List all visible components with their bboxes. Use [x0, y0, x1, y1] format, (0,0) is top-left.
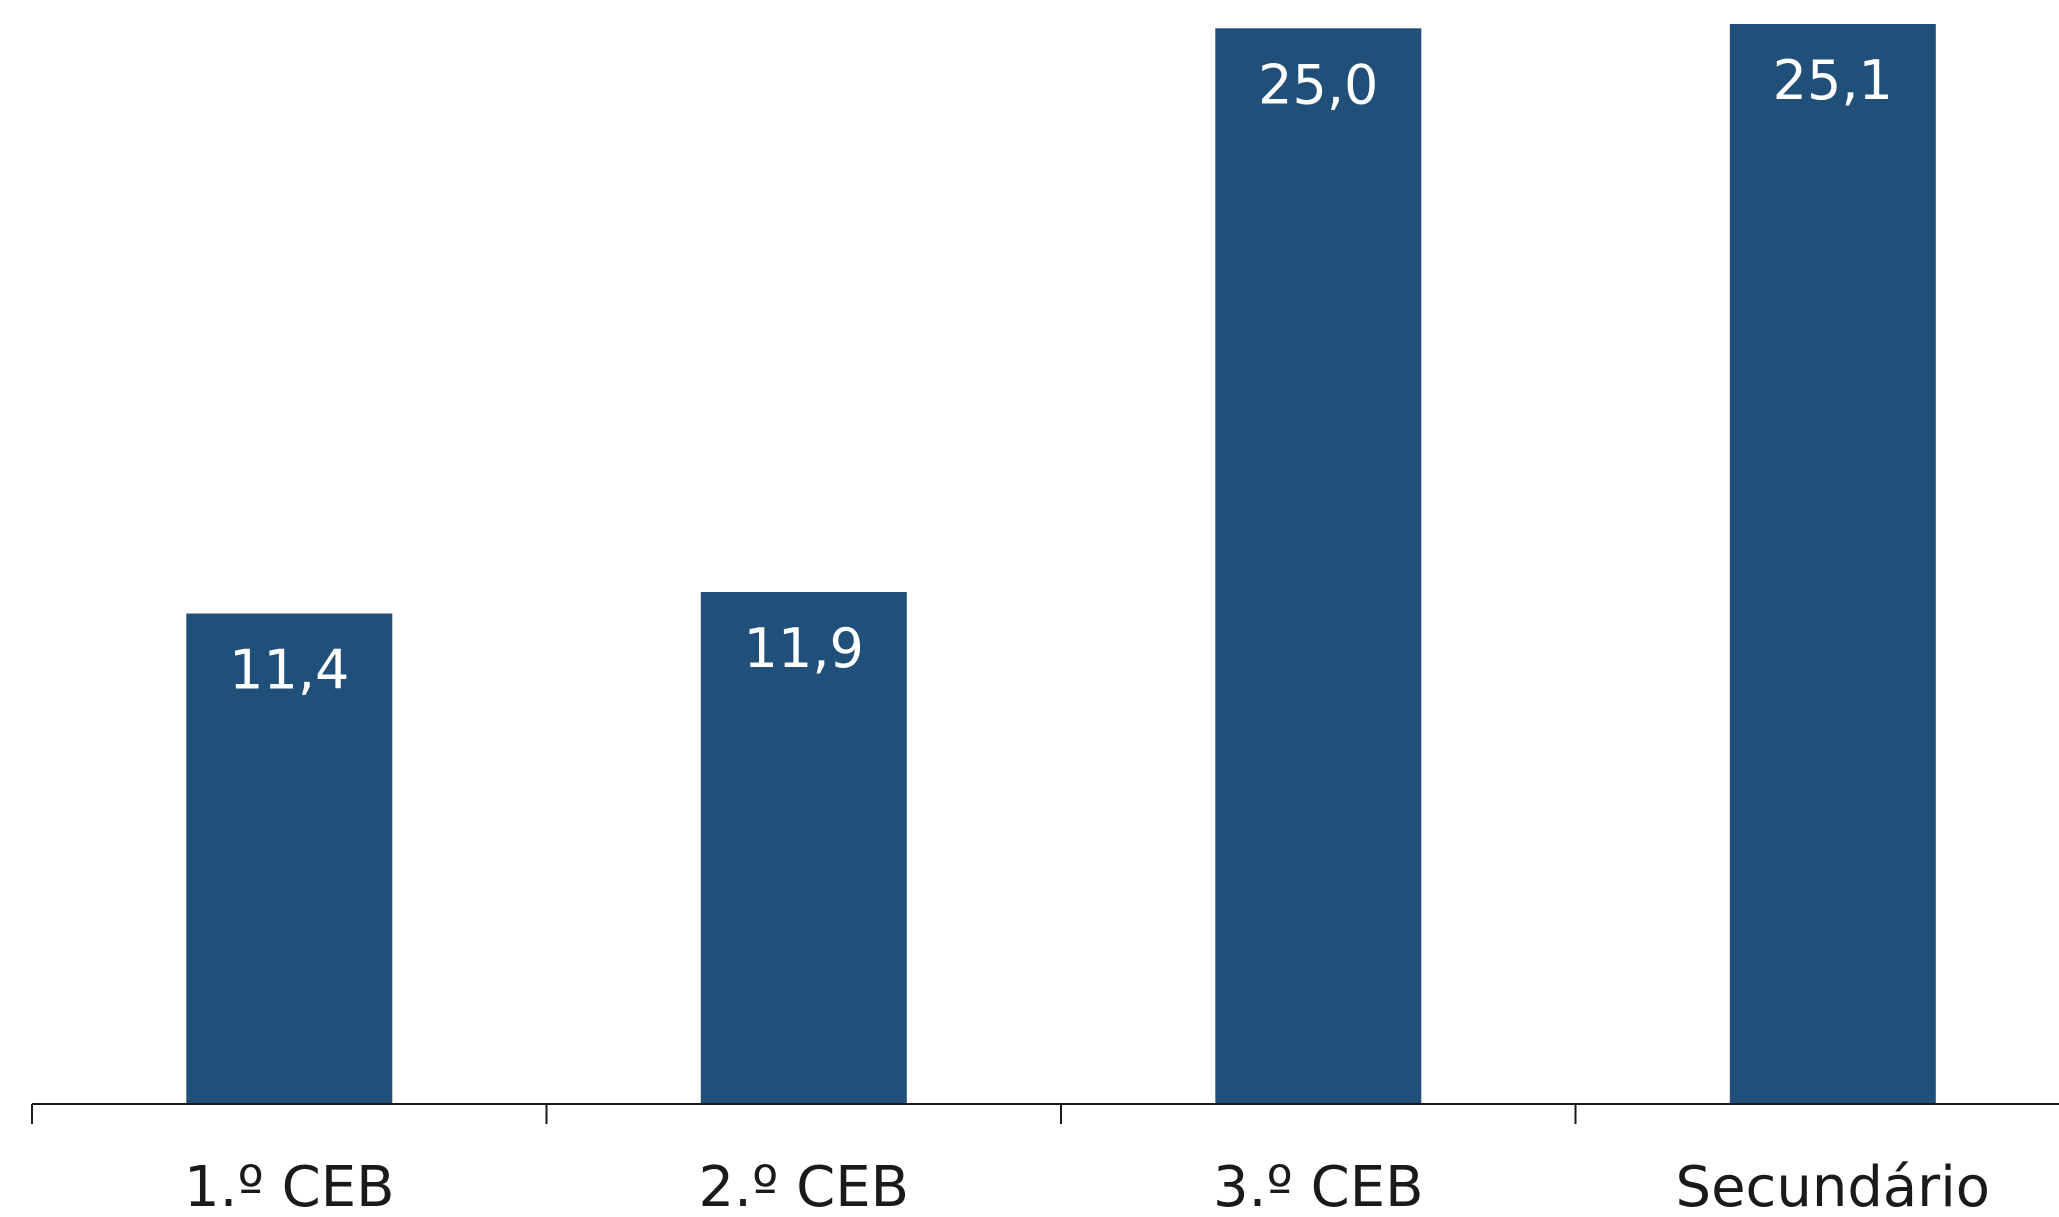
x-tick-label-3: 3.º CEB [1213, 1155, 1424, 1217]
bar-value-label-2: 11,9 [744, 617, 864, 680]
bar-value-label-4: 25,1 [1773, 49, 1893, 112]
x-axis [31, 1103, 2059, 1124]
bar-2 [700, 592, 907, 1104]
bar-value-label-1: 11,4 [229, 639, 349, 702]
bar-value-labels: 11,4 11,9 25,0 25,1 [229, 49, 1893, 702]
x-tick-labels: 1.º CEB 2.º CEB 3.º CEB Secundário [184, 1155, 1990, 1217]
bar-4 [1729, 24, 1936, 1104]
x-tick-label-4: Secundário [1676, 1155, 1990, 1217]
bar-1 [186, 613, 393, 1104]
bars [186, 24, 1936, 1104]
x-tick-label-1: 1.º CEB [184, 1155, 395, 1217]
x-tick-label-2: 2.º CEB [699, 1155, 910, 1217]
bar-value-label-3: 25,0 [1258, 53, 1378, 116]
bar-3 [1215, 28, 1422, 1104]
